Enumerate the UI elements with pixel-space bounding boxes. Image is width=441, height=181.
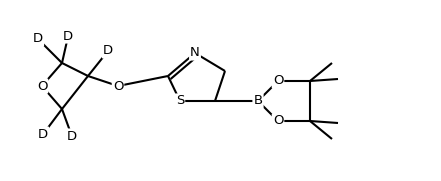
Text: N: N [190,47,200,60]
Text: O: O [273,115,283,127]
Text: O: O [37,79,47,92]
Text: O: O [273,75,283,87]
Text: O: O [113,79,123,92]
Text: D: D [67,129,77,142]
Text: D: D [38,127,48,140]
Text: D: D [33,33,43,45]
Text: S: S [176,94,184,108]
Text: D: D [63,30,73,43]
Text: B: B [254,94,262,108]
Text: D: D [103,45,113,58]
